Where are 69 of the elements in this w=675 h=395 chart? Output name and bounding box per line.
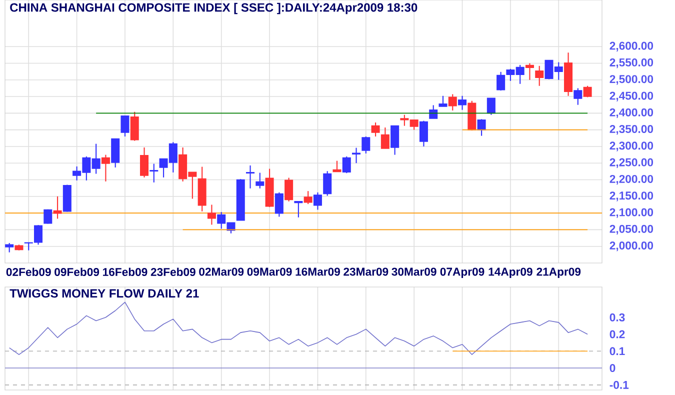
x-tick-label: 14Apr09 <box>488 268 532 278</box>
candlestick <box>101 154 110 182</box>
candlestick <box>207 204 216 226</box>
x-tick-label: 02Mar09 <box>199 268 244 276</box>
candlestick <box>284 177 294 202</box>
x-tick-label: 07Apr09 <box>440 268 484 278</box>
y-tick-label: 2,200.00 <box>610 174 654 185</box>
candlestick <box>130 111 139 142</box>
candlestick <box>150 163 158 183</box>
candlestick <box>458 95 467 110</box>
y-tick-label: 0.3 <box>610 313 625 322</box>
chart-title: TWIGGS MONEY FLOW DAILY 21 <box>10 289 199 298</box>
y-tick-label: 2,500.00 <box>610 75 654 85</box>
y-tick-label: 2,000.00 <box>610 242 654 252</box>
x-tick-label: 09Feb09 <box>54 268 100 276</box>
candlestick <box>120 115 130 138</box>
candlestick <box>53 196 62 220</box>
candlestick <box>438 95 448 108</box>
y-tick-label: 2,400.00 <box>610 108 654 118</box>
y-tick-label: 0.1 <box>610 347 625 356</box>
candlestick <box>362 136 370 154</box>
candlestick <box>486 98 496 116</box>
x-tick-label: 21Apr09 <box>536 268 581 278</box>
x-tick-label: 02Feb09 <box>6 268 51 276</box>
candlestick <box>313 192 322 210</box>
y-tick-label: 0.2 <box>610 330 625 338</box>
y-tick-label: 2,350.00 <box>610 125 654 135</box>
y-tick-label: -0.1 <box>610 380 629 389</box>
y-tick-label: 2,250.00 <box>610 158 654 168</box>
candlestick <box>342 156 351 174</box>
y-tick-label: 2,050.00 <box>610 224 654 235</box>
x-tick-label: 09Mar09 <box>247 268 292 276</box>
candlestick <box>429 104 438 120</box>
y-tick-label: 2,550.00 <box>610 58 654 68</box>
candlestick <box>304 190 312 205</box>
candlestick <box>535 65 544 86</box>
candlestick <box>111 138 120 168</box>
y-tick-label: 2,300.00 <box>610 142 654 152</box>
candlestick <box>332 160 342 172</box>
candlestick <box>496 71 506 92</box>
candlestick <box>352 147 361 164</box>
x-tick-label: 23Mar09 <box>344 268 388 276</box>
candlestick <box>419 120 428 148</box>
candlestick <box>448 94 457 112</box>
x-tick-label: 16Mar09 <box>296 268 340 276</box>
candlestick <box>380 126 390 149</box>
candlestick <box>294 200 303 218</box>
y-tick-label: 2,150.00 <box>610 192 654 202</box>
x-tick-label: 16Feb09 <box>103 268 148 276</box>
candlestick <box>390 125 400 156</box>
candlestick <box>525 62 534 80</box>
candlestick <box>34 224 43 246</box>
y-tick-label: 2,450.00 <box>610 92 654 102</box>
candlestick <box>256 172 264 189</box>
y-tick-label: 2,100.00 <box>610 208 654 218</box>
candlestick <box>246 164 255 189</box>
candlestick <box>44 208 52 224</box>
candlestick <box>574 88 582 106</box>
candlestick <box>371 122 380 138</box>
candlestick <box>323 170 332 196</box>
candlestick <box>477 118 486 136</box>
y-tick-label: 0 <box>610 364 616 372</box>
candlestick <box>140 146 149 178</box>
chart-title: CHINA SHANGHAI COMPOSITE INDEX [ SSEC ]:DAILY:24Apr2009 18:30 <box>10 2 418 14</box>
candlestick <box>5 242 14 253</box>
y-tick-label: 2,600.00 <box>610 42 654 52</box>
x-tick-label: 30Mar09 <box>392 268 436 276</box>
x-tick-label: 23Feb09 <box>150 268 196 276</box>
candlestick <box>274 192 284 218</box>
